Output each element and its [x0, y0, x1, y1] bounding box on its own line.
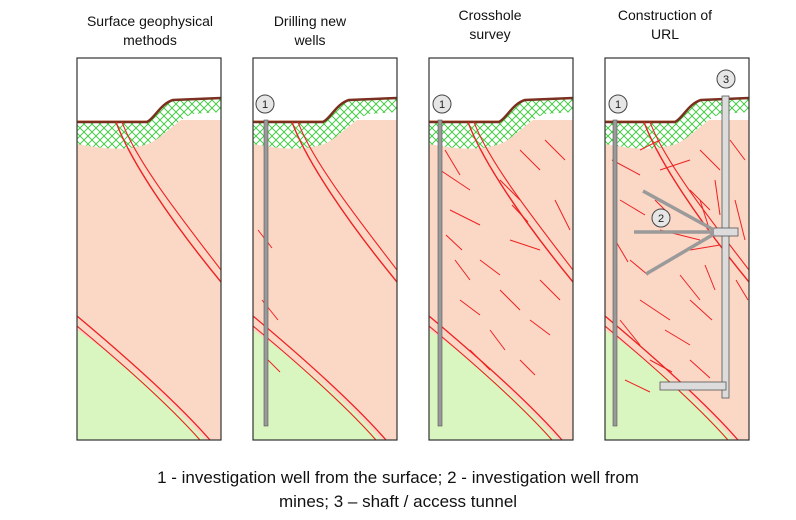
panel-drilling-new-wells: 1	[252, 57, 398, 441]
weathered-zone	[605, 98, 749, 149]
fracture-network	[611, 139, 749, 393]
panel-title-crosshole-survey: Crosshole survey	[458, 7, 522, 42]
marker-shaft-3: 3	[716, 69, 736, 89]
investigation-well	[437, 119, 443, 427]
panel-title-construction-of-url: Construction of URL	[617, 7, 713, 42]
tunnel-upper	[711, 227, 739, 237]
caption-line-2: mines; 3 – shaft / access tunnel	[278, 492, 518, 511]
topsoil-line	[77, 96, 221, 124]
panel-frame	[604, 57, 750, 441]
panel-frame	[428, 57, 574, 441]
fault-zone	[649, 121, 749, 271]
fault-zone	[605, 315, 739, 440]
fault-zone	[291, 121, 397, 283]
marker-label: 3	[723, 74, 729, 86]
fault-zone	[77, 315, 211, 440]
topsoil-line	[253, 96, 397, 124]
fault-zone	[77, 325, 201, 440]
marker-well-1: 1	[255, 94, 275, 114]
panel-title-surface-geophysical: Surface geophysical methods	[86, 13, 214, 48]
marker-label: 1	[615, 99, 621, 111]
lower-zone	[77, 330, 205, 440]
fracture-network	[439, 139, 571, 376]
marker-label: 1	[439, 99, 445, 111]
investigation-well	[263, 119, 269, 427]
fault-zone	[429, 325, 553, 440]
topsoil-line	[605, 96, 749, 124]
marker-label: 2	[658, 213, 664, 225]
fault-zone	[473, 121, 573, 271]
weathered-zone	[77, 98, 221, 149]
fault-zone	[643, 121, 749, 283]
fault-zone	[121, 121, 221, 271]
fault-zone	[297, 121, 397, 271]
panel-title-drilling-new-wells: Drilling new wells	[273, 13, 347, 48]
investigation-well	[612, 119, 618, 427]
geology-diagram: 1 1	[76, 57, 750, 441]
weathered-zone	[429, 98, 573, 149]
marker-well-1: 1	[608, 94, 628, 114]
panel-frame	[76, 57, 222, 441]
topsoil-line	[429, 96, 573, 124]
panel-frame	[252, 57, 398, 441]
marker-label: 1	[262, 99, 268, 111]
lower-zone	[253, 330, 381, 440]
panel-crosshole-survey: 1	[428, 57, 574, 441]
fault-zone	[253, 315, 387, 440]
marker-mine-well-2: 2	[651, 208, 671, 228]
weathered-zone	[253, 98, 397, 149]
lower-zone	[429, 330, 557, 440]
panel-construction-of-url: 1 2 3	[604, 57, 750, 441]
access-shaft	[721, 95, 730, 399]
figure-caption: 1 - investigation well from the surface;…	[40, 466, 756, 514]
fault-zone	[115, 121, 221, 283]
caption-line-1: 1 - investigation well from the surface;…	[157, 468, 639, 487]
fault-zone	[467, 121, 573, 283]
mine-well	[645, 232, 715, 276]
fault-zone	[429, 315, 563, 440]
marker-well-1: 1	[432, 94, 452, 114]
tunnel-lower	[659, 381, 727, 391]
mine-well	[642, 189, 715, 232]
panel-surface-geophysical	[76, 57, 222, 441]
